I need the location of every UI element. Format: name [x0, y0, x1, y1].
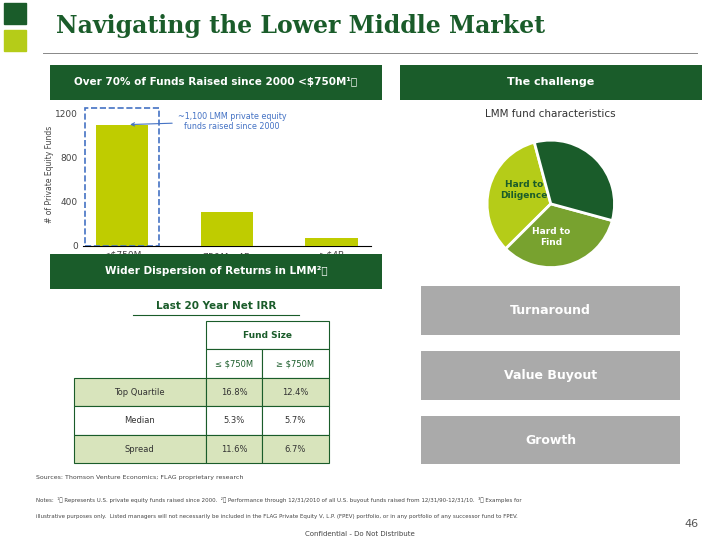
- Text: Confidential - Do Not Distribute: Confidential - Do Not Distribute: [305, 531, 415, 537]
- Bar: [262, 378, 328, 406]
- Y-axis label: # of Private Equity Funds: # of Private Equity Funds: [45, 125, 54, 223]
- Text: Spread: Spread: [125, 444, 155, 454]
- Text: Hard to
Find: Hard to Find: [531, 227, 570, 247]
- Bar: [73, 406, 206, 435]
- Text: Notes:  ¹⦿ Represents U.S. private equity funds raised since 2000.  ²⦿ Performan: Notes: ¹⦿ Represents U.S. private equity…: [36, 497, 521, 503]
- Bar: [201, 212, 253, 246]
- Text: ~1,100 LMM private equity
funds raised since 2000: ~1,100 LMM private equity funds raised s…: [131, 112, 287, 131]
- Text: Value Buyout: Value Buyout: [504, 369, 598, 382]
- Bar: [206, 321, 328, 349]
- Text: 5.3%: 5.3%: [224, 416, 245, 425]
- Text: 12.4%: 12.4%: [282, 388, 309, 396]
- Text: 5.7%: 5.7%: [285, 416, 306, 425]
- Text: 46: 46: [684, 519, 698, 529]
- Bar: [305, 238, 358, 246]
- Wedge shape: [487, 143, 551, 249]
- Bar: [206, 378, 262, 406]
- Text: Hard to
Access: Hard to Access: [559, 174, 597, 193]
- Bar: [73, 435, 206, 463]
- Text: Median: Median: [125, 416, 156, 425]
- Text: 11.6%: 11.6%: [221, 444, 248, 454]
- Text: Navigating the Lower Middle Market: Navigating the Lower Middle Market: [56, 14, 545, 38]
- Text: Wider Dispersion of Returns in LMM²⦿: Wider Dispersion of Returns in LMM²⦿: [104, 266, 328, 276]
- Text: ≤ $750M: ≤ $750M: [215, 359, 253, 368]
- Wedge shape: [505, 204, 612, 267]
- Bar: [262, 406, 328, 435]
- Bar: [4, 3, 26, 24]
- Text: Top Quartile: Top Quartile: [114, 388, 165, 396]
- Bar: [262, 349, 328, 378]
- Text: Hard to
Diligence: Hard to Diligence: [500, 180, 548, 200]
- Bar: [206, 435, 262, 463]
- Bar: [4, 30, 26, 51]
- Bar: [206, 406, 262, 435]
- Text: Last 20 Year Net IRR: Last 20 Year Net IRR: [156, 301, 276, 311]
- Text: 16.8%: 16.8%: [221, 388, 248, 396]
- Bar: [96, 125, 148, 246]
- Text: Fund Size: Fund Size: [243, 330, 292, 340]
- Wedge shape: [534, 140, 614, 221]
- Text: The challenge: The challenge: [507, 77, 595, 87]
- Bar: [206, 349, 262, 378]
- Bar: [73, 378, 206, 406]
- Text: LMM fund characteristics: LMM fund characteristics: [485, 109, 616, 119]
- Text: Turnaround: Turnaround: [510, 304, 591, 317]
- Text: 6.7%: 6.7%: [285, 444, 306, 454]
- Bar: [262, 435, 328, 463]
- Text: Sources: Thomson Venture Economics; FLAG proprietary research: Sources: Thomson Venture Economics; FLAG…: [36, 475, 243, 480]
- Text: Growth: Growth: [525, 434, 577, 447]
- Text: illustrative purposes only.  Listed managers will not necessarily be included in: illustrative purposes only. Listed manag…: [36, 514, 518, 519]
- Text: ≥ $750M: ≥ $750M: [276, 359, 315, 368]
- Text: Over 70% of Funds Raised since 2000 <$750M¹⦿: Over 70% of Funds Raised since 2000 <$75…: [74, 77, 358, 87]
